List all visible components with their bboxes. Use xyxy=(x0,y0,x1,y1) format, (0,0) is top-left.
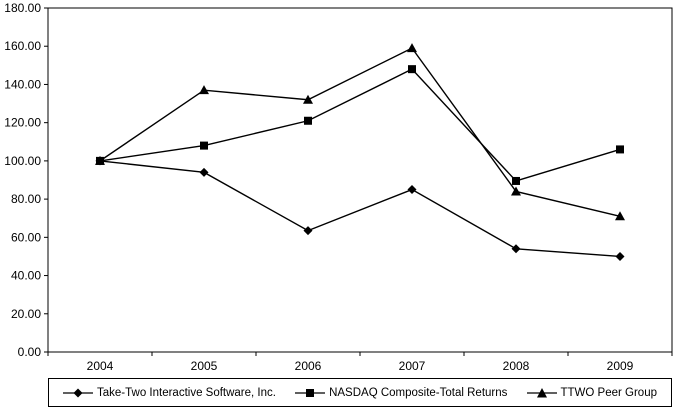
legend-label-nasdaq: NASDAQ Composite-Total Returns xyxy=(329,386,508,399)
series-line xyxy=(99,47,621,217)
legend-item-take-two: Take-Two Interactive Software, Inc. xyxy=(63,387,276,399)
x-axis-tick-label: 2008 xyxy=(503,359,530,373)
y-axis-tick-label: 160.00 xyxy=(4,39,41,53)
square-marker-icon xyxy=(200,141,208,150)
diamond-marker-icon xyxy=(199,167,209,177)
y-axis-tick-label: 140.00 xyxy=(4,77,41,91)
x-axis-tick-label: 2004 xyxy=(87,359,114,373)
plot-area xyxy=(47,7,673,353)
y-axis-tick-label: 80.00 xyxy=(11,192,41,206)
triangle-marker-icon xyxy=(511,186,521,196)
legend-label-peer-group: TTWO Peer Group xyxy=(560,386,658,399)
diamond-marker-icon xyxy=(303,226,313,236)
square-marker-icon xyxy=(616,145,624,154)
square-marker-icon xyxy=(295,388,326,397)
y-axis-tick-label: 20.00 xyxy=(11,307,41,321)
series-line xyxy=(99,160,621,258)
y-axis-tick-label: 100.00 xyxy=(4,154,41,168)
triangle-marker-icon xyxy=(199,85,209,95)
legend-item-peer-group: TTWO Peer Group xyxy=(526,386,658,399)
legend: Take-Two Interactive Software, Inc. NASD… xyxy=(48,378,672,407)
triangle-marker-icon xyxy=(95,155,105,165)
triangle-marker-icon xyxy=(615,211,625,221)
y-axis-tick-label: 120.00 xyxy=(4,116,41,130)
y-axis-tick-label: 40.00 xyxy=(11,269,41,283)
y-axis-tick-label: 60.00 xyxy=(11,230,41,244)
x-axis-tick-label: 2005 xyxy=(191,359,218,373)
square-marker-icon xyxy=(304,116,312,125)
legend-item-nasdaq: NASDAQ Composite-Total Returns xyxy=(295,387,507,399)
chart-plot-canvas: 0.00 20.00 40.00 60.00 80.00 100.00 120.00 140.… xyxy=(4,1,673,373)
x-axis-tick-label: 2007 xyxy=(399,359,426,373)
triangle-marker-icon xyxy=(407,43,417,53)
triangle-marker-icon xyxy=(526,387,557,397)
diamond-marker-icon xyxy=(511,244,521,254)
series-line xyxy=(99,68,621,182)
square-marker-icon xyxy=(408,65,416,74)
square-marker-icon xyxy=(512,176,520,185)
legend-label-take-two: Take-Two Interactive Software, Inc. xyxy=(97,386,276,399)
diamond-marker-icon xyxy=(615,251,625,261)
x-axis-tick-label: 2006 xyxy=(295,359,322,373)
y-axis-tick-label: 180.00 xyxy=(4,1,41,15)
y-axis-tick-label: 0.00 xyxy=(18,345,42,359)
x-axis-tick-label: 2009 xyxy=(607,359,634,373)
series-triangle xyxy=(95,43,625,221)
diamond-marker-icon xyxy=(407,185,417,195)
diamond-marker-icon xyxy=(63,388,93,397)
triangle-marker-icon xyxy=(303,94,313,104)
